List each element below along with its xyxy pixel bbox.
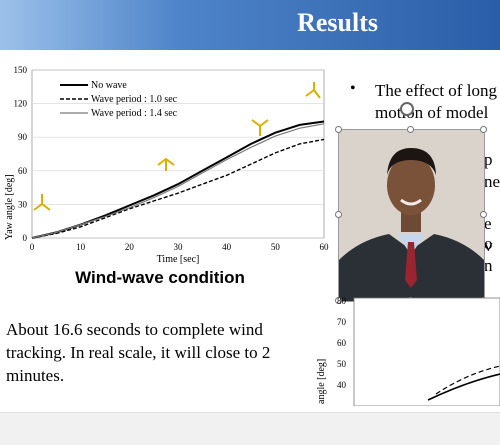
model-orientation-icon: [157, 157, 175, 171]
x-tick-label: 30: [174, 242, 184, 252]
secondary-chart: 80 70 60 50 40 angle [deg]: [316, 296, 500, 407]
model-orientation-icon: [251, 119, 269, 136]
y-tick-label: 90: [18, 132, 28, 142]
y-tick-label: 150: [14, 65, 28, 75]
resize-handle[interactable]: [407, 126, 414, 133]
y-axis-label: Yaw angle [deg]: [4, 174, 15, 240]
y-tick-label: 60: [18, 166, 28, 176]
x-tick-label: 10: [76, 242, 86, 252]
yaw-angle-chart-svg: 0 30 60 90 120 150 0 10 20 30 40 50 60 No wave Wave …: [4, 65, 330, 265]
bullet-line-2: motion of model: [375, 103, 489, 122]
resize-handle[interactable]: [335, 211, 342, 218]
model-orientation-icon: [33, 194, 51, 211]
presenter-photo[interactable]: [338, 129, 485, 302]
legend-label: Wave period : 1.4 sec: [91, 108, 178, 119]
bullet-dot: •: [350, 80, 356, 97]
resize-handle[interactable]: [480, 211, 487, 218]
y-tick-label: 40: [337, 380, 347, 390]
legend-label: Wave period : 1.0 sec: [91, 94, 178, 105]
y-tick-label: 30: [18, 199, 28, 209]
resize-handle[interactable]: [480, 126, 487, 133]
presenter-photo-art: [339, 130, 484, 301]
legend-label: No wave: [91, 80, 127, 91]
plot-frame: [31, 69, 325, 239]
text-fragment: v n: [484, 236, 493, 275]
y-tick-label: 60: [337, 338, 347, 348]
x-tick-label: 60: [320, 242, 330, 252]
series-line: [31, 123, 325, 239]
secondary-chart-svg: 80 70 60 50 40 angle [deg]: [316, 296, 500, 407]
resize-handle[interactable]: [335, 297, 342, 304]
y-axis-label: angle [deg]: [316, 359, 327, 404]
text-fragment: p: [484, 150, 493, 169]
y-tick-label: 70: [337, 317, 347, 327]
bullet-line-1: The effect of long: [375, 81, 497, 100]
series-line: [31, 138, 325, 239]
y-tick-label: 50: [337, 359, 347, 369]
tracking-paragraph: About 16.6 seconds to complete wind trac…: [6, 320, 271, 385]
rotate-handle-icon[interactable]: [400, 102, 414, 116]
chart-caption: Wind-wave condition: [75, 268, 245, 287]
x-tick-label: 40: [222, 242, 232, 252]
series-line: [435, 365, 500, 395]
model-orientation-icon: [305, 82, 321, 99]
slide-title: Results: [297, 8, 378, 37]
bullet-text: The effect of long motion of model: [375, 80, 500, 124]
series-line: [427, 373, 500, 401]
y-tick-label: 120: [14, 99, 28, 109]
y-tick-label: 0: [23, 233, 28, 243]
yaw-angle-chart: 0 30 60 90 120 150 0 10 20 30 40 50 60 No wave Wave …: [0, 60, 335, 275]
resize-handle[interactable]: [335, 126, 342, 133]
title-banner: Results: [0, 0, 500, 50]
text-fragment: ne: [484, 172, 500, 191]
bottom-bar: [0, 412, 500, 445]
x-tick-label: 20: [125, 242, 135, 252]
text-fragment: e o: [484, 214, 493, 253]
x-tick-label: 0: [30, 242, 35, 252]
y-tick-label: 80: [337, 296, 347, 306]
x-tick-label: 50: [271, 242, 281, 252]
x-axis-label: Time [sec]: [157, 254, 200, 265]
